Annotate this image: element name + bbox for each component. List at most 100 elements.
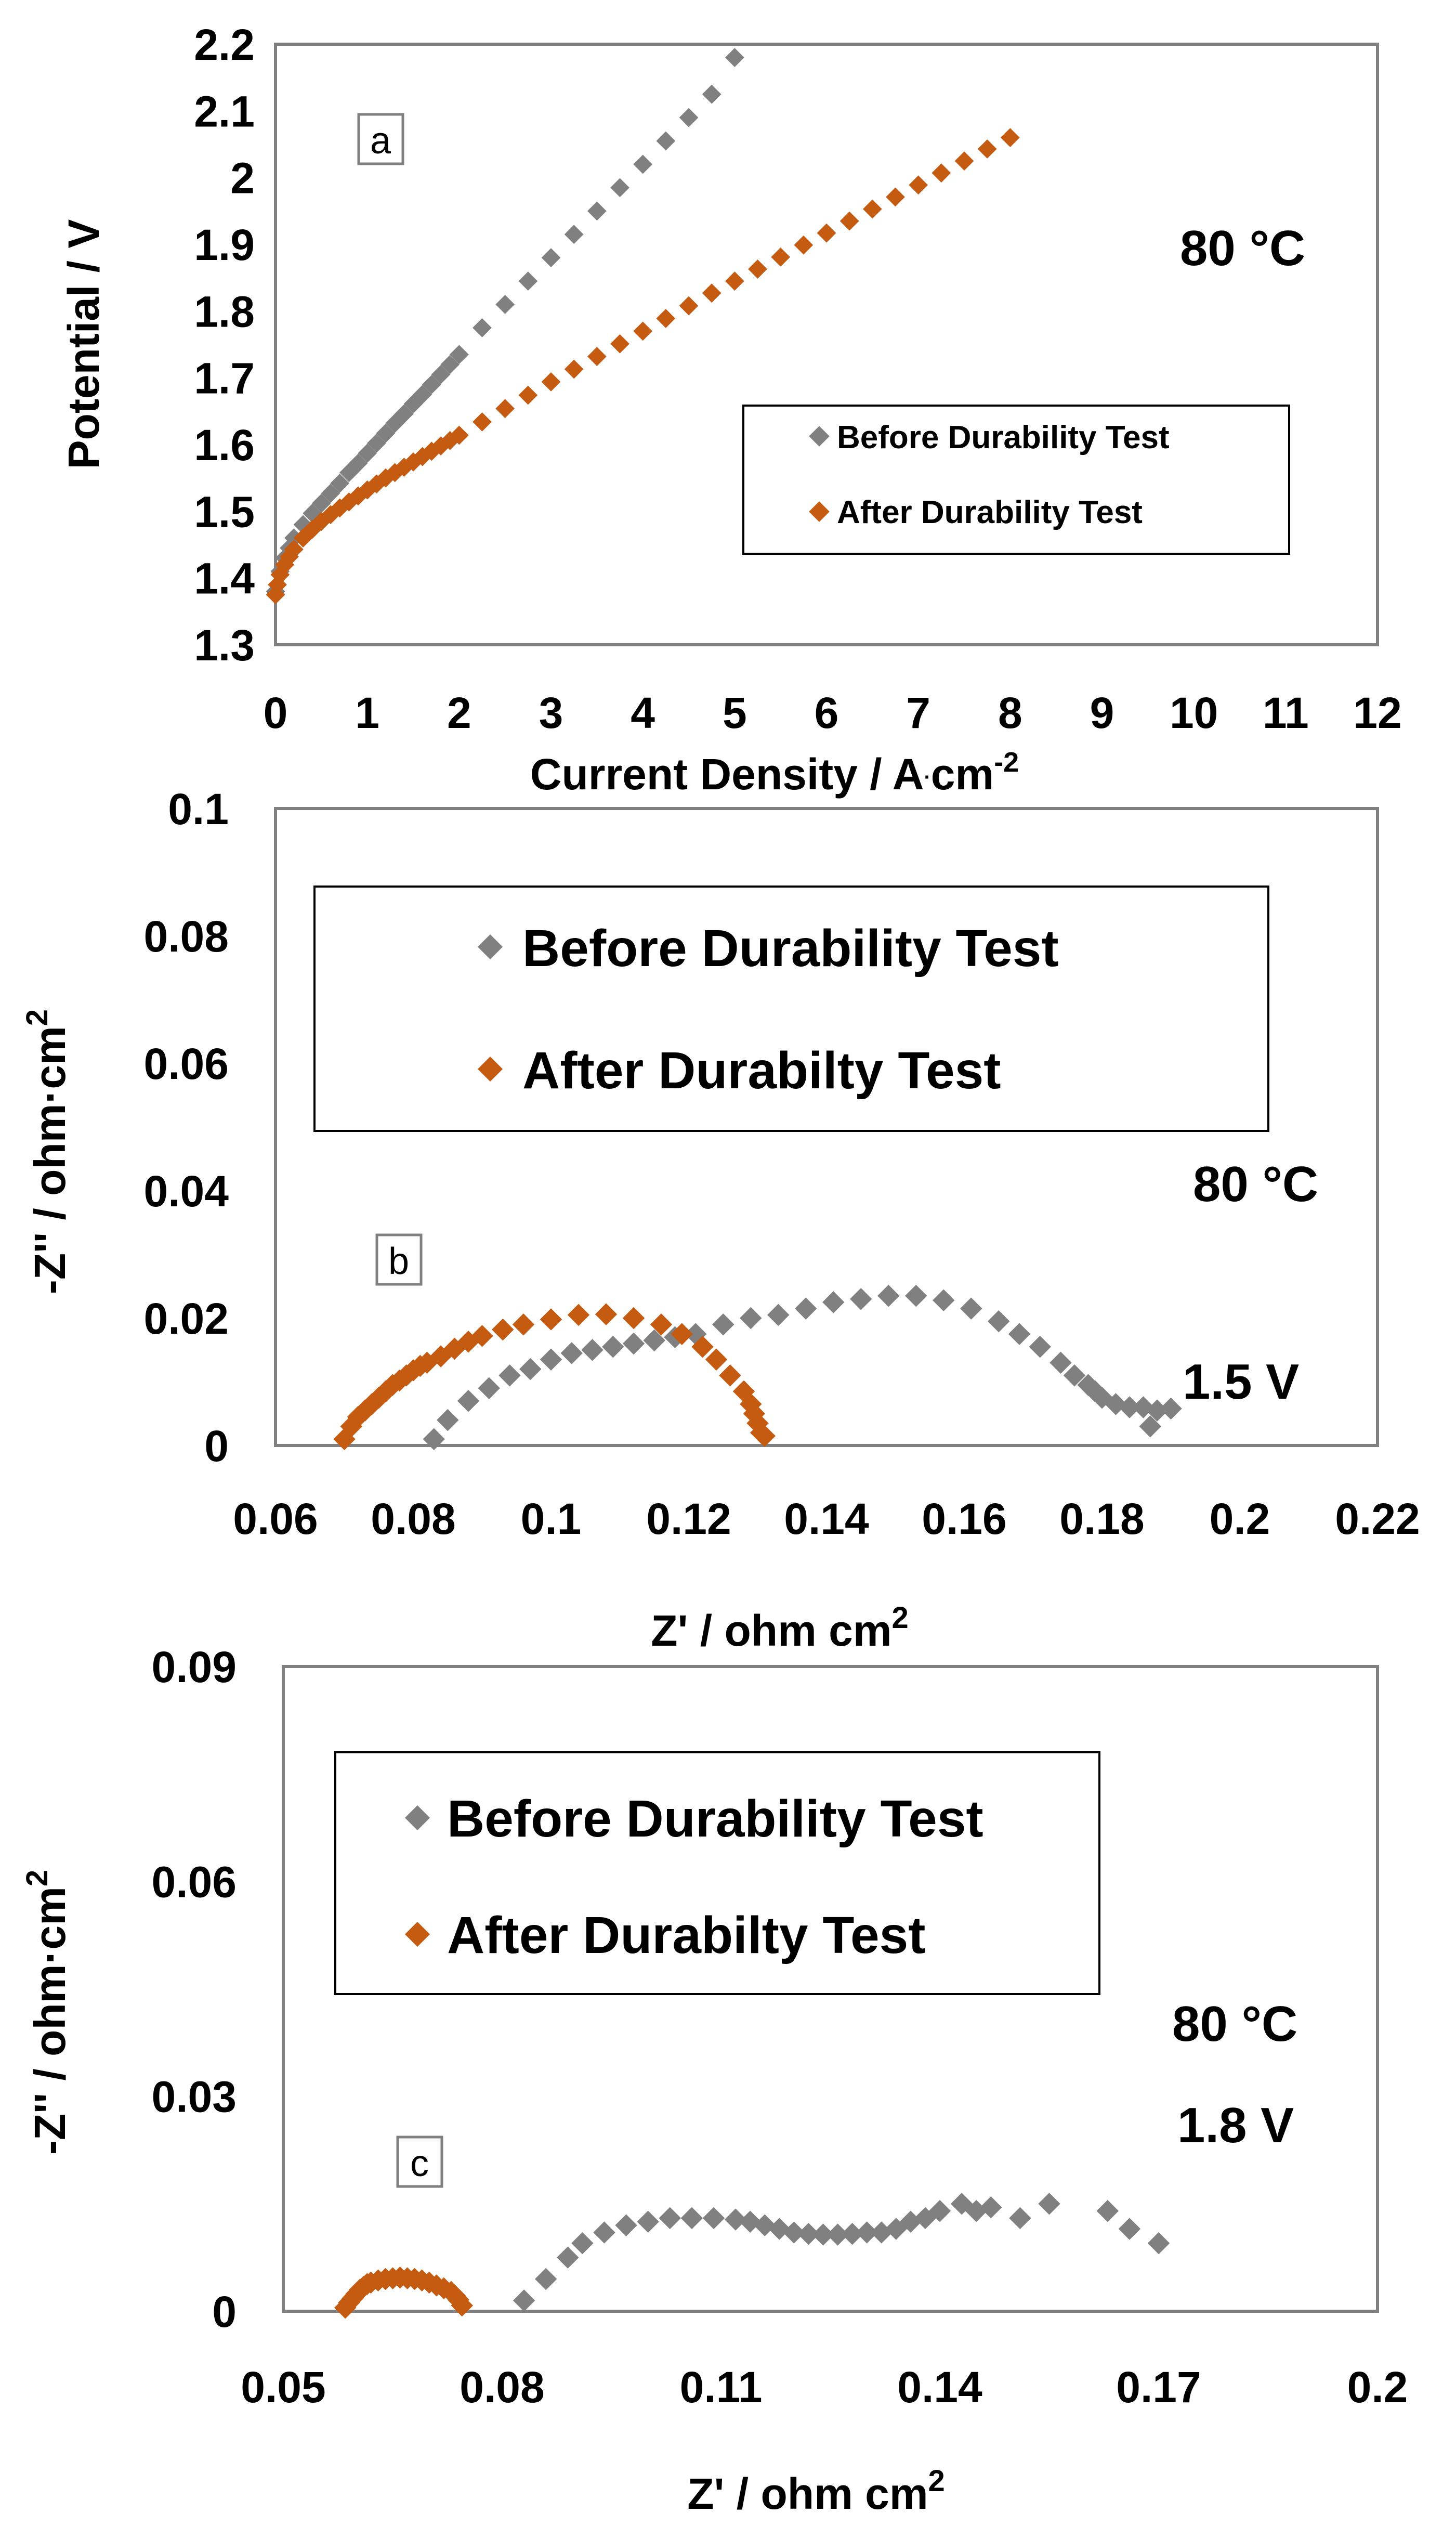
panel-a-point-after [495,399,515,419]
panel-b-x-tick-label: 0.1 [521,1494,582,1543]
panel-c-point-before [593,2221,615,2244]
panel-b-point-before [560,1342,583,1364]
panel-c-voltage: 1.8 V [1177,2098,1294,2153]
panel-c-point-before [659,2207,681,2230]
panel-b-tag: b [388,1241,409,1282]
panel-a-point-after [862,199,882,219]
panel-a-point-after [771,247,791,267]
panel-b-point-after [671,1323,693,1345]
panel-a-xlabel: Current Density / A·cm-2 [530,747,1019,799]
panel-a-xlabel-dot: · [924,766,930,789]
panel-c-x-tick-label: 0.17 [1116,2363,1201,2412]
panel-b-xlabel-main: Z' / ohm cm [651,1606,891,1655]
panel-a-tag-box [357,113,404,165]
panel-c-x-tick-label: 0.14 [897,2363,982,2412]
panel-a-point-before [376,423,396,443]
panel-b-y-tick-label: 0.1 [168,785,229,834]
panel-c-point-before [680,2207,703,2230]
panel-c-point-before [1009,2207,1031,2230]
panel-b-point-before [1029,1335,1051,1358]
panel-b-point-after [622,1307,645,1330]
panel-b-x-tick-label: 0.14 [784,1494,869,1543]
panel-a-point-before [358,444,377,463]
panel-a-point-after [473,412,492,432]
panel-b-legend-before: Before Durability Test [522,919,1059,978]
panel-a-point-before [431,364,451,384]
panel-c-legend: Before Durability Test After Durabilty T… [334,1751,1100,1995]
panel-c-point-before [1118,2218,1141,2240]
panel-a-y-tick-label: 1.7 [194,354,255,403]
panel-c-point-before [812,2223,834,2246]
panel-a-point-before [587,201,607,221]
panel-a-point-after [656,309,676,328]
panel-b-x-tick-label: 0.08 [371,1494,456,1543]
panel-c-tag: c [410,2143,429,2184]
panel-c-xlabel-exp: 2 [928,2464,945,2498]
panel-b-legend: Before Durability Test After Durabilty T… [313,886,1269,1132]
panel-b-point-before [988,1310,1010,1333]
panel-a-y-tick-label: 1.9 [194,220,255,269]
panel-c-legend-after: After Durabilty Test [447,1906,926,1964]
panel-c-point-before [1038,2193,1060,2215]
panel-c-point-before [615,2214,637,2236]
panel-b-ylabel-exp: 2 [20,1009,54,1026]
panel-c-y-tick-label: 0.09 [152,1643,237,1691]
panel-c-y-ticks: 0 0.03 0.06 0.09 [152,1643,237,2336]
panel-c-tag-box [396,2136,443,2188]
panel-a-point-before [495,295,515,314]
panel-b-point-after [540,1308,562,1331]
panel-a-ylabel: Potential / V [59,219,108,470]
panel-a-frame [274,43,1379,646]
panel-c-ylabel-exp: 2 [20,1870,54,1886]
panel-c-point-before [1147,2232,1170,2255]
panel-b-y-tick-label: 0.06 [144,1039,229,1088]
panel-a-temperature: 80 °C [1180,220,1305,276]
panel-b-point-before [1008,1323,1031,1345]
panel-c-frame [282,1665,1379,2313]
panel-a-point-after [449,425,469,445]
panel-a-point-after [284,540,304,559]
panel-a-point-after [954,151,974,171]
panel-b-point-before [905,1284,927,1307]
panel-a-point-before [564,225,584,244]
panel-c-point-before [557,2246,579,2269]
panel-b-point-before [767,1304,790,1326]
panel-a-point-before [449,345,469,364]
panel-c-xlabel: Z' / ohm cm2 [687,2464,945,2518]
panel-a-x-tick-label: 12 [1353,688,1401,737]
panel-b-voltage: 1.5 V [1183,1354,1299,1410]
panel-a-x-tick-label: 2 [447,688,471,737]
panel-a-point-before [348,453,368,473]
panel-a-y-tick-label: 2 [230,154,255,203]
panel-a-point-before [394,404,414,424]
panel-c-series-after [334,2267,474,2319]
panel-b-x-tick-label: 0.2 [1210,1494,1270,1543]
panel-b-ylabel: -Z'' / ohm·cm2 [20,1009,74,1294]
panel-b-point-after [691,1335,714,1358]
panel-a-point-before [679,108,699,127]
panel-a-x-tick-label: 4 [631,688,655,737]
panel-b-y-tick-label: 0 [204,1422,229,1470]
panel-a-y-ticks: 1.3 1.4 1.5 1.6 1.7 1.8 1.9 2 2.1 2.2 [194,20,255,670]
panel-a-y-tick-label: 1.3 [194,621,255,670]
panel-a-legend-marker-after [809,501,830,522]
panel-c-series-before [513,2193,1170,2312]
panel-a-point-before [330,474,350,493]
panel-b-point-before [581,1339,604,1361]
panel-b-point-after [567,1304,590,1326]
panel-c-point-after [451,2294,474,2317]
panel-a-point-before [422,375,441,394]
panel-b-y-tick-label: 0.04 [144,1167,229,1216]
panel-c-point-before [702,2207,725,2230]
panel-c-point-before [1096,2199,1119,2222]
panel-a-point-before [413,385,432,405]
panel-c-temperature: 80 °C [1172,1996,1297,2052]
panel-a-x-tick-label: 11 [1263,688,1309,737]
panel-c-point-before [841,2222,863,2245]
panel-c-point-before [783,2221,805,2244]
panel-b-ylabel-main: -Z'' / ohm·cm [25,1026,74,1294]
panel-c-x-tick-label: 0.2 [1347,2363,1408,2412]
panel-a-x-tick-label: 3 [539,688,563,737]
panel-a-point-after [725,271,744,291]
panel-a-point-after [909,175,928,195]
